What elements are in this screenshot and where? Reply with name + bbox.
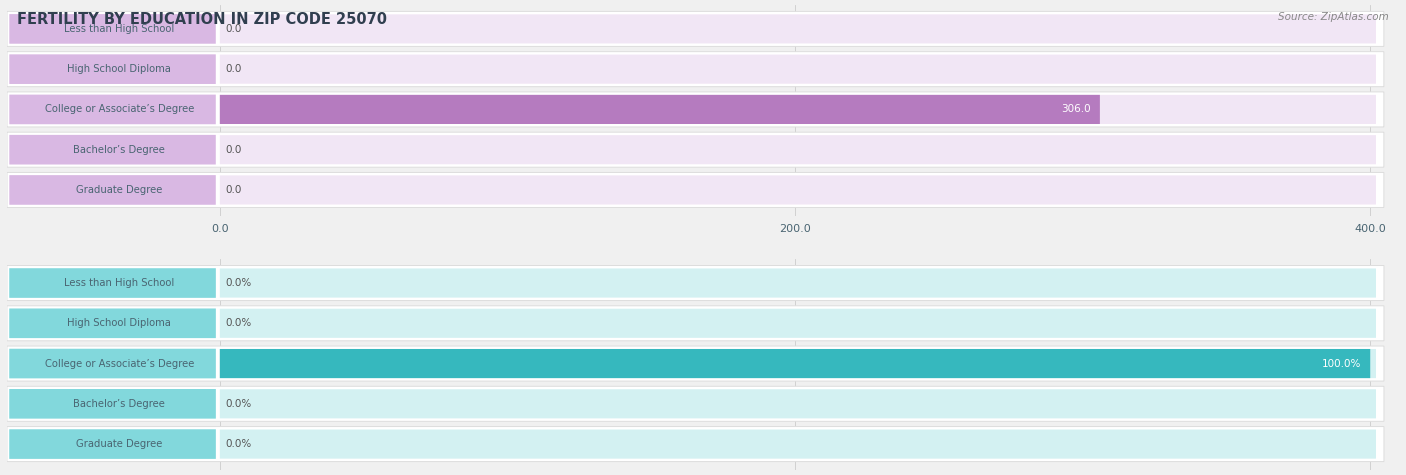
FancyBboxPatch shape: [7, 11, 1384, 47]
FancyBboxPatch shape: [219, 429, 1376, 459]
FancyBboxPatch shape: [219, 309, 1376, 338]
FancyBboxPatch shape: [10, 268, 217, 298]
FancyBboxPatch shape: [7, 132, 1384, 167]
Text: 0.0%: 0.0%: [225, 318, 252, 328]
FancyBboxPatch shape: [7, 306, 1384, 341]
Text: 100.0%: 100.0%: [1322, 359, 1361, 369]
FancyBboxPatch shape: [219, 349, 1376, 378]
Text: Less than High School: Less than High School: [65, 24, 174, 34]
FancyBboxPatch shape: [10, 95, 215, 124]
Text: 306.0: 306.0: [1062, 104, 1091, 114]
FancyBboxPatch shape: [219, 175, 1376, 205]
FancyBboxPatch shape: [7, 172, 1384, 208]
FancyBboxPatch shape: [219, 135, 1376, 164]
Text: High School Diploma: High School Diploma: [67, 64, 172, 74]
Text: 0.0: 0.0: [225, 64, 242, 74]
Text: Graduate Degree: Graduate Degree: [76, 439, 162, 449]
Text: 0.0: 0.0: [225, 24, 242, 34]
FancyBboxPatch shape: [10, 175, 215, 205]
FancyBboxPatch shape: [10, 54, 215, 84]
Text: College or Associate’s Degree: College or Associate’s Degree: [45, 104, 194, 114]
FancyBboxPatch shape: [7, 266, 1384, 301]
FancyBboxPatch shape: [219, 95, 1376, 124]
Text: FERTILITY BY EDUCATION IN ZIP CODE 25070: FERTILITY BY EDUCATION IN ZIP CODE 25070: [17, 12, 387, 27]
FancyBboxPatch shape: [219, 268, 1376, 298]
Text: 0.0: 0.0: [225, 145, 242, 155]
FancyBboxPatch shape: [219, 14, 1376, 44]
FancyBboxPatch shape: [219, 95, 1099, 124]
Text: College or Associate’s Degree: College or Associate’s Degree: [45, 359, 194, 369]
FancyBboxPatch shape: [219, 55, 1376, 84]
Text: Less than High School: Less than High School: [65, 278, 174, 288]
FancyBboxPatch shape: [10, 429, 217, 459]
FancyBboxPatch shape: [10, 349, 217, 379]
Text: Bachelor’s Degree: Bachelor’s Degree: [73, 145, 165, 155]
Text: 0.0%: 0.0%: [225, 399, 252, 409]
Text: 0.0%: 0.0%: [225, 439, 252, 449]
Text: High School Diploma: High School Diploma: [67, 318, 172, 328]
Text: 0.0: 0.0: [225, 185, 242, 195]
FancyBboxPatch shape: [10, 135, 215, 164]
FancyBboxPatch shape: [219, 349, 1371, 378]
FancyBboxPatch shape: [7, 92, 1384, 127]
FancyBboxPatch shape: [10, 308, 217, 338]
FancyBboxPatch shape: [7, 427, 1384, 462]
FancyBboxPatch shape: [10, 389, 217, 418]
Text: Source: ZipAtlas.com: Source: ZipAtlas.com: [1278, 12, 1389, 22]
FancyBboxPatch shape: [10, 14, 215, 44]
Text: Bachelor’s Degree: Bachelor’s Degree: [73, 399, 165, 409]
FancyBboxPatch shape: [7, 52, 1384, 86]
FancyBboxPatch shape: [7, 386, 1384, 421]
FancyBboxPatch shape: [219, 389, 1376, 418]
Text: 0.0%: 0.0%: [225, 278, 252, 288]
FancyBboxPatch shape: [7, 346, 1384, 381]
Text: Graduate Degree: Graduate Degree: [76, 185, 162, 195]
